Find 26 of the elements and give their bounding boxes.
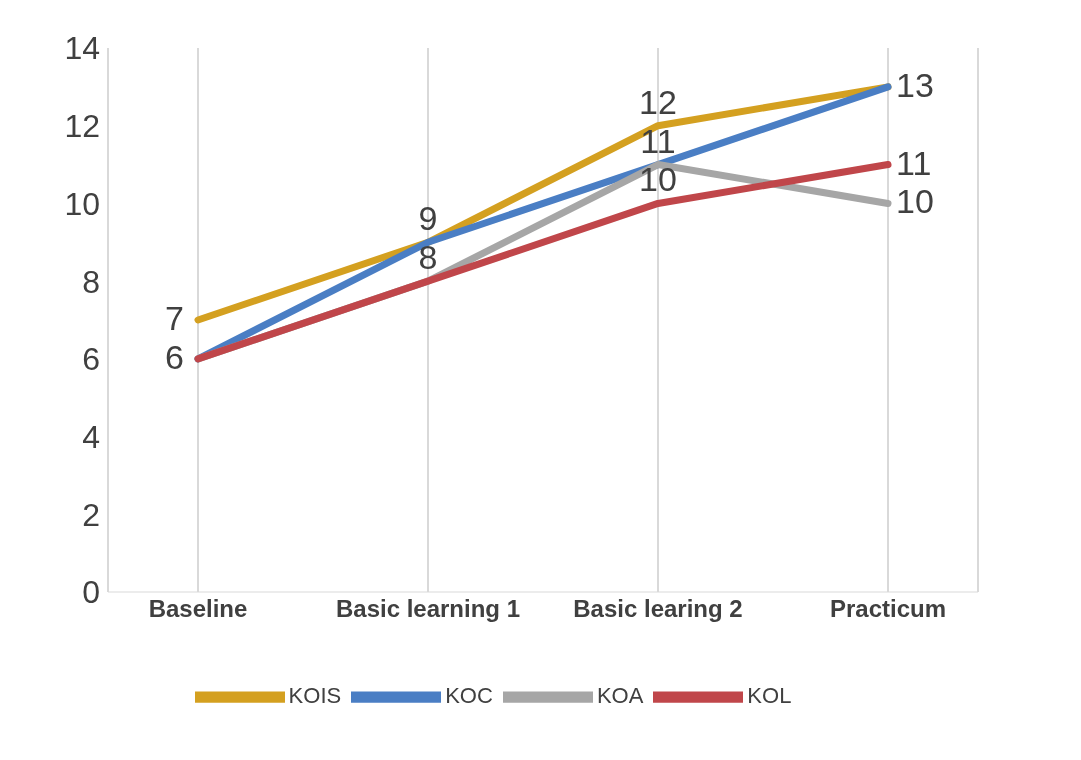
data-label: 13: [896, 65, 934, 104]
y-tick-label: 12: [64, 108, 100, 145]
legend-label: KOL: [747, 682, 792, 708]
y-tick-label: 0: [82, 574, 100, 611]
data-label: 11: [640, 121, 676, 160]
data-label: 10: [639, 160, 677, 199]
y-tick-label: 8: [82, 263, 100, 300]
y-tick-label: 10: [64, 185, 100, 222]
data-label: 8: [418, 238, 438, 277]
x-tick-label: Baseline: [148, 595, 248, 623]
data-label: 6: [165, 337, 184, 376]
y-tick-label: 4: [82, 418, 100, 455]
data-label: 12: [639, 82, 677, 121]
y-tick-label: 6: [82, 341, 100, 378]
data-label: 9: [418, 199, 438, 238]
data-label: 10: [896, 182, 934, 221]
x-tick-label: Basic learning 1: [335, 595, 521, 623]
x-tick-label: Basic learing 2: [573, 595, 743, 623]
legend-label: KOA: [596, 682, 644, 708]
data-label: 11: [896, 143, 932, 182]
data-label: 7: [165, 299, 184, 337]
legend-label: KOC: [445, 682, 493, 708]
x-tick-label: Practicum: [829, 595, 947, 623]
y-tick-label: 2: [82, 496, 100, 533]
legend-label: KOIS: [288, 682, 342, 708]
y-tick-label: 14: [64, 30, 100, 67]
